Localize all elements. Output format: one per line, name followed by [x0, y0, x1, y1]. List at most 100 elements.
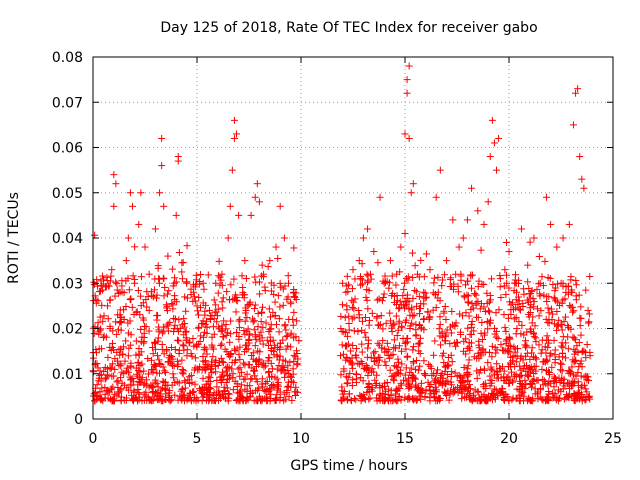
data-point	[279, 365, 287, 373]
data-point	[577, 314, 585, 322]
data-point	[282, 326, 290, 334]
data-point	[199, 374, 207, 382]
data-point	[192, 271, 200, 279]
data-point	[271, 298, 279, 306]
data-point	[550, 336, 558, 344]
y-axis-label: ROTI / TECUs	[6, 192, 22, 284]
data-point	[416, 349, 424, 357]
data-point	[274, 379, 282, 387]
data-point	[213, 318, 221, 326]
data-point	[570, 396, 578, 404]
data-point	[448, 358, 456, 366]
data-point	[179, 341, 187, 349]
data-point	[242, 304, 250, 312]
data-point	[528, 344, 536, 352]
data-point	[396, 298, 404, 306]
data-point	[155, 369, 163, 377]
data-point	[338, 341, 346, 349]
data-point	[420, 273, 428, 281]
data-point	[547, 305, 555, 313]
data-point	[408, 319, 416, 327]
data-point	[469, 396, 477, 404]
data-point	[235, 323, 243, 331]
data-point	[583, 376, 591, 384]
data-point	[145, 307, 153, 315]
data-point	[550, 373, 558, 381]
data-point	[346, 369, 354, 377]
data-point	[180, 323, 188, 331]
data-point	[365, 340, 373, 348]
data-point	[174, 336, 182, 344]
data-point	[543, 293, 551, 301]
data-point	[512, 330, 520, 338]
data-point	[392, 363, 400, 371]
data-point	[533, 285, 541, 293]
data-point	[266, 313, 274, 321]
data-point	[344, 332, 352, 340]
data-point	[250, 367, 258, 375]
data-point	[495, 306, 503, 314]
x-tick-label: 15	[396, 431, 414, 447]
data-point	[271, 312, 279, 320]
data-point	[513, 325, 521, 333]
data-point	[281, 282, 289, 290]
data-point	[572, 277, 580, 285]
data-point	[144, 355, 152, 363]
data-point	[523, 371, 531, 379]
data-point	[555, 316, 563, 324]
data-point	[269, 336, 277, 344]
data-point	[149, 368, 157, 376]
data-point	[252, 278, 260, 286]
data-point	[358, 348, 366, 356]
data-point	[131, 243, 139, 251]
data-point	[387, 391, 395, 399]
data-point	[350, 305, 358, 313]
data-point	[154, 383, 162, 391]
data-point	[279, 301, 287, 309]
data-point	[568, 363, 576, 371]
data-point	[266, 333, 274, 341]
data-point	[535, 253, 543, 261]
data-point	[218, 340, 226, 348]
data-point	[473, 367, 481, 375]
data-point	[94, 282, 102, 290]
data-point	[462, 393, 470, 401]
data-point	[234, 365, 242, 373]
data-point	[513, 288, 521, 296]
data-point	[256, 290, 264, 298]
data-point	[436, 395, 444, 403]
data-point	[441, 388, 449, 396]
data-point	[215, 257, 223, 265]
data-point	[397, 347, 405, 355]
data-point	[160, 292, 168, 300]
data-point	[163, 302, 171, 310]
data-point	[150, 361, 158, 369]
data-point	[480, 383, 488, 391]
data-point	[555, 353, 563, 361]
data-points	[89, 62, 594, 405]
data-point	[494, 334, 502, 342]
data-point	[122, 303, 130, 311]
data-point	[251, 326, 259, 334]
data-point	[290, 308, 298, 316]
data-point	[344, 379, 352, 387]
data-point	[137, 292, 145, 300]
data-point	[283, 332, 291, 340]
data-point	[362, 333, 370, 341]
data-point	[155, 279, 163, 287]
data-point	[127, 341, 135, 349]
data-point	[275, 362, 283, 370]
data-point	[263, 385, 271, 393]
data-point	[164, 290, 172, 298]
data-point	[544, 274, 552, 282]
data-point	[385, 279, 393, 287]
data-point	[144, 370, 152, 378]
data-point	[275, 315, 283, 323]
data-point	[477, 246, 485, 254]
y-tick-label: 0.07	[52, 95, 83, 111]
data-point	[202, 345, 210, 353]
x-tick-label: 10	[292, 431, 310, 447]
data-point	[206, 390, 214, 398]
data-point	[236, 343, 244, 351]
data-point	[570, 371, 578, 379]
